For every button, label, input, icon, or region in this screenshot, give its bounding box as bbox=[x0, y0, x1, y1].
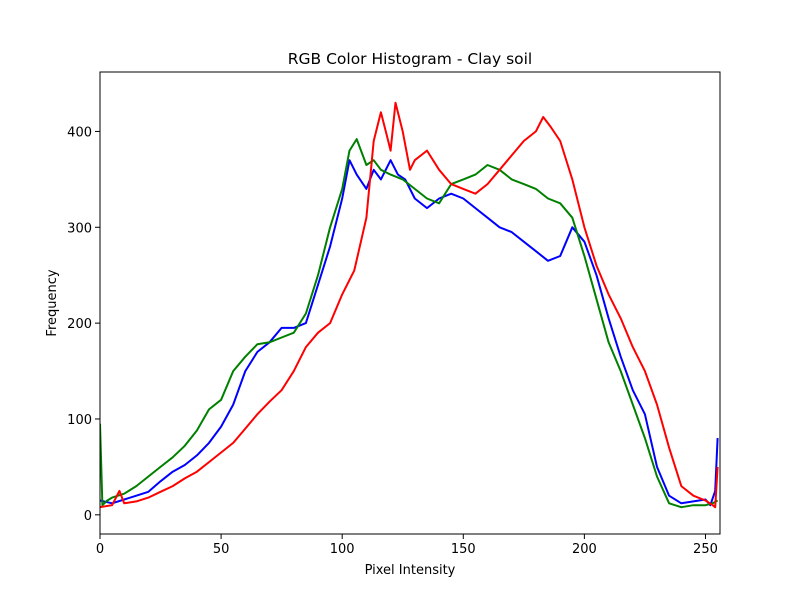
x-tick-label: 0 bbox=[96, 542, 104, 557]
blue-channel-line bbox=[100, 159, 719, 507]
green-channel-line bbox=[100, 138, 719, 509]
x-tick-label: 100 bbox=[330, 542, 355, 557]
x-axis: 0 50 100 150 200 250 bbox=[96, 534, 718, 557]
x-tick-label: 250 bbox=[693, 542, 718, 557]
y-tick-label: 200 bbox=[67, 317, 92, 332]
series-layer bbox=[100, 101, 719, 509]
red-channel-line bbox=[100, 101, 719, 509]
y-tick-label: 0 bbox=[84, 509, 92, 524]
x-tick-label: 200 bbox=[572, 542, 597, 557]
y-tick-label: 300 bbox=[67, 221, 92, 236]
x-axis-label: Pixel Intensity bbox=[365, 563, 456, 578]
x-tick-label: 150 bbox=[451, 542, 476, 557]
chart-title: RGB Color Histogram - Clay soil bbox=[288, 50, 533, 68]
y-tick-label: 100 bbox=[67, 413, 92, 428]
y-axis: 0 100 200 300 400 bbox=[67, 125, 100, 524]
y-tick-label: 400 bbox=[67, 125, 92, 140]
y-axis-label: Frequency bbox=[45, 269, 60, 336]
x-tick-label: 50 bbox=[213, 542, 230, 557]
plot-frame bbox=[99, 71, 721, 535]
